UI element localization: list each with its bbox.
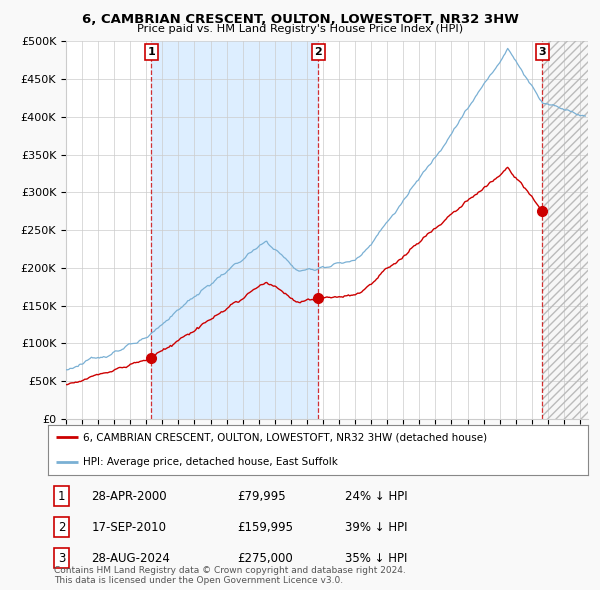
Text: 39% ↓ HPI: 39% ↓ HPI	[345, 521, 407, 534]
Text: 6, CAMBRIAN CRESCENT, OULTON, LOWESTOFT, NR32 3HW (detached house): 6, CAMBRIAN CRESCENT, OULTON, LOWESTOFT,…	[83, 432, 487, 442]
Text: £275,000: £275,000	[237, 552, 293, 565]
Text: 3: 3	[58, 552, 65, 565]
Text: 1: 1	[148, 47, 155, 57]
Text: 2: 2	[58, 521, 65, 534]
Text: 17-SEP-2010: 17-SEP-2010	[91, 521, 166, 534]
Bar	[542, 41, 588, 419]
Text: 28-APR-2000: 28-APR-2000	[91, 490, 167, 503]
Bar	[542, 41, 588, 419]
Text: 2: 2	[314, 47, 322, 57]
Text: 6, CAMBRIAN CRESCENT, OULTON, LOWESTOFT, NR32 3HW: 6, CAMBRIAN CRESCENT, OULTON, LOWESTOFT,…	[82, 13, 518, 26]
Text: Price paid vs. HM Land Registry's House Price Index (HPI): Price paid vs. HM Land Registry's House …	[137, 24, 463, 34]
Bar	[151, 41, 319, 419]
Text: 35% ↓ HPI: 35% ↓ HPI	[345, 552, 407, 565]
Text: 1: 1	[58, 490, 65, 503]
Text: 28-AUG-2024: 28-AUG-2024	[91, 552, 170, 565]
Text: HPI: Average price, detached house, East Suffolk: HPI: Average price, detached house, East…	[83, 457, 338, 467]
Text: 24% ↓ HPI: 24% ↓ HPI	[345, 490, 407, 503]
Text: £159,995: £159,995	[237, 521, 293, 534]
Text: 3: 3	[539, 47, 546, 57]
Text: Contains HM Land Registry data © Crown copyright and database right 2024.
This d: Contains HM Land Registry data © Crown c…	[54, 566, 406, 585]
Text: £79,995: £79,995	[237, 490, 286, 503]
